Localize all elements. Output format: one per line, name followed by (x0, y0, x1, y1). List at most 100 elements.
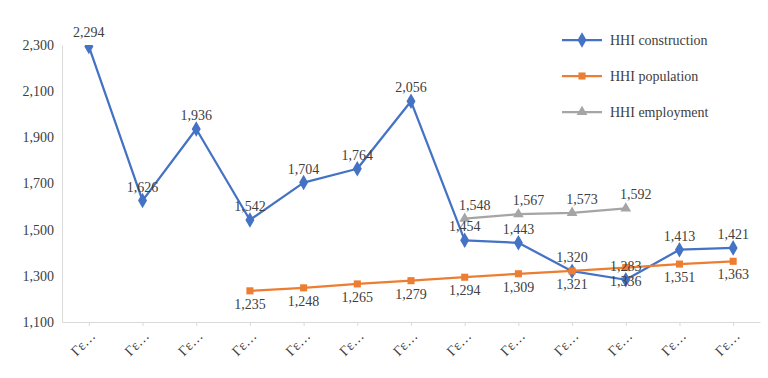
x-tick-label: Γε… (175, 328, 205, 358)
plot-area (84, 45, 737, 294)
data-label: 1,567 (513, 193, 545, 208)
y-tick: 1,500 (23, 223, 63, 238)
data-label: 1,421 (717, 227, 749, 242)
data-label: 1,235 (234, 297, 266, 312)
x-tick-mark (250, 322, 251, 326)
y-tick: 1,700 (23, 176, 63, 191)
data-label: 1,626 (127, 180, 159, 195)
data-label: 1,265 (342, 290, 374, 305)
data-label: 1,294 (449, 283, 481, 298)
series-marker (300, 284, 307, 291)
x-tick: Γε… (68, 322, 98, 359)
series-marker (299, 175, 308, 191)
data-label: 1,248 (288, 294, 320, 309)
series-marker (192, 121, 201, 137)
x-tick-label: Γε… (551, 328, 581, 358)
x-tick-label: Γε… (122, 328, 152, 358)
x-tick: Γε… (390, 322, 420, 359)
y-tick: 1,100 (23, 315, 63, 330)
series-marker (729, 240, 738, 256)
data-label: 1,443 (503, 222, 535, 237)
series-marker (675, 242, 684, 258)
x-tick-mark (626, 322, 627, 326)
x-tick-mark (465, 322, 466, 326)
y-tick: 2,100 (23, 84, 63, 99)
x-tick-label: Γε… (444, 328, 474, 358)
series-marker (245, 212, 254, 228)
series-marker (567, 207, 578, 216)
series-line (250, 261, 733, 291)
data-label: 1,321 (556, 277, 588, 292)
x-axis: Γε…Γε…Γε…Γε…Γε…Γε…Γε…Γε…Γε…Γε…Γε…Γε…Γε… (63, 322, 761, 359)
data-label: 2,056 (395, 80, 427, 95)
y-axis-line (62, 46, 63, 323)
data-label: 1,413 (664, 229, 696, 244)
data-label: 1,351 (664, 270, 696, 285)
y-tick-label: 1,900 (23, 130, 55, 145)
data-label: 1,573 (566, 192, 598, 207)
series-marker (407, 94, 416, 110)
x-tick-label: Γε… (712, 328, 742, 358)
x-tick-label: Γε… (229, 328, 259, 358)
x-tick-mark (304, 322, 305, 326)
y-tick-label: 2,300 (23, 38, 55, 53)
data-label: 1,704 (288, 162, 320, 177)
legend-marker (578, 72, 585, 79)
y-tick-label: 1,100 (23, 315, 55, 330)
legend-item: HHI construction (562, 32, 708, 48)
series-marker (84, 45, 93, 54)
series-marker (353, 161, 362, 177)
y-tick-label: 1,300 (23, 269, 55, 284)
series-marker (569, 267, 576, 274)
series-marker (514, 235, 523, 251)
y-tick: 1,300 (23, 269, 63, 284)
y-tick-label: 1,700 (23, 176, 55, 191)
x-tick: Γε… (444, 322, 474, 359)
legend-marker (577, 106, 588, 115)
x-tick: Γε… (605, 322, 635, 359)
y-axis: 1,100 1,300 1,500 1,700 1,900 2,100 2,300 (23, 38, 63, 330)
legend-item: HHI population (562, 69, 698, 84)
series-marker (676, 261, 683, 268)
series-marker (620, 202, 631, 211)
legend-item: HHI employment (562, 105, 708, 120)
legend-label: HHI construction (610, 33, 708, 48)
x-tick: Γε… (659, 322, 689, 359)
y-tick: 1,900 (23, 130, 63, 145)
data-label: 1,936 (180, 108, 212, 123)
data-label: 1,454 (449, 219, 481, 234)
x-tick-label: Γε… (283, 328, 313, 358)
x-tick-mark (411, 322, 412, 326)
x-tick: Γε… (712, 322, 742, 359)
y-tick: 2,300 (23, 38, 63, 53)
x-tick-mark (196, 322, 197, 326)
series-marker (513, 208, 524, 217)
series-marker (246, 287, 253, 294)
x-tick-label: Γε… (659, 328, 689, 358)
x-tick-mark (679, 322, 680, 326)
data-label: 2,294 (73, 25, 105, 40)
data-label: 1,336 (610, 274, 642, 289)
x-tick: Γε… (283, 322, 313, 359)
x-tick-label: Γε… (68, 328, 98, 358)
x-tick-label: Γε… (605, 328, 635, 358)
data-label: 1,363 (717, 267, 749, 282)
x-tick: Γε… (122, 322, 152, 359)
series-marker (730, 258, 737, 265)
data-label: 1,309 (503, 280, 535, 295)
chart: 1,100 1,300 1,500 1,700 1,900 2,100 2,300 Γε… Γε… (0, 0, 768, 378)
data-label: 1,764 (342, 148, 374, 163)
x-tick-mark (357, 322, 358, 326)
data-label: 1,320 (556, 250, 588, 265)
y-tick-label: 1,500 (23, 223, 55, 238)
series-marker (515, 270, 522, 277)
x-tick-mark (733, 322, 734, 326)
x-tick-mark (143, 322, 144, 326)
data-labels: 2,294 1,626 1,936 1,542 1,704 1,764 2,056 1,454… (73, 25, 749, 311)
x-tick-label: Γε… (390, 328, 420, 358)
x-tick: Γε… (498, 322, 528, 359)
x-tick-label: Γε… (498, 328, 528, 358)
data-label: 1,542 (234, 199, 266, 214)
legend-marker (578, 32, 587, 48)
legend: HHI construction HHI population HHI employ… (562, 32, 708, 120)
